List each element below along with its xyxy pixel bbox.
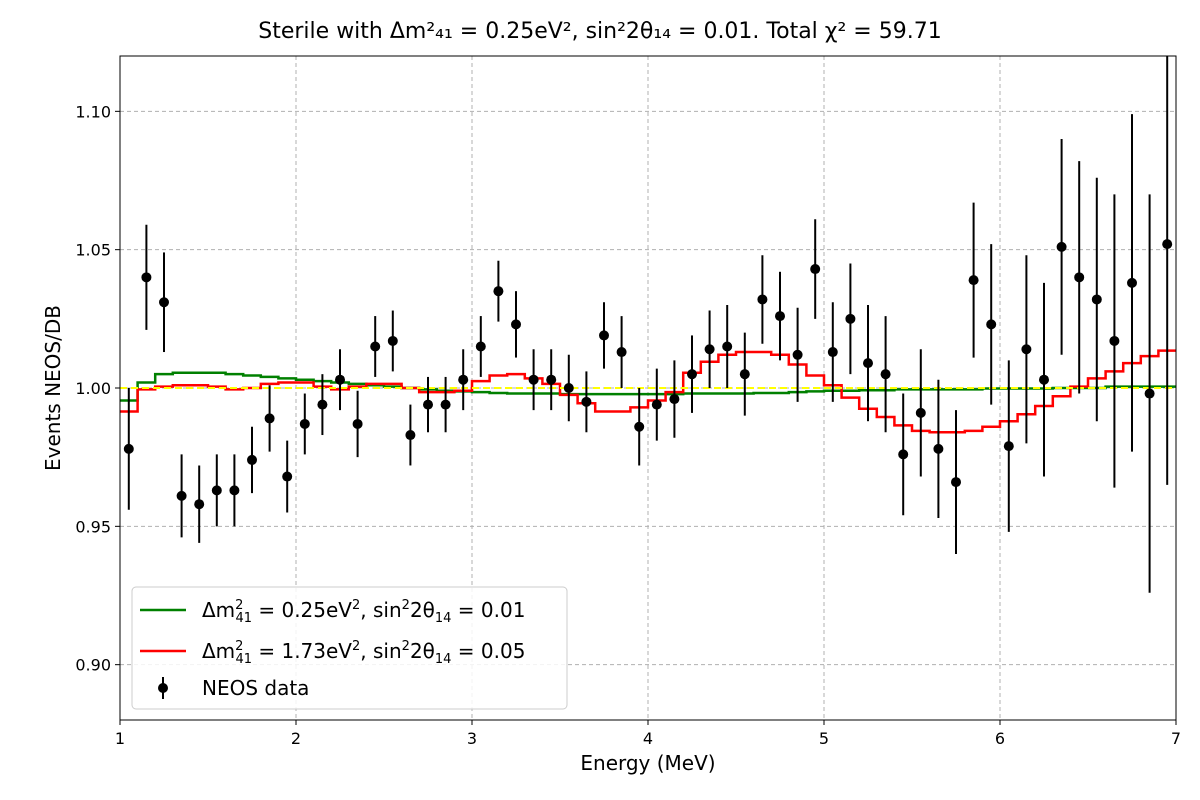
data-point: [194, 499, 205, 510]
x-tick-label: 3: [467, 729, 477, 748]
data-point: [299, 418, 310, 429]
legend-box: [131, 586, 568, 710]
x-tick-label: 7: [1171, 729, 1181, 748]
data-point: [475, 341, 486, 352]
data-point: [951, 477, 961, 488]
data-point: [739, 369, 750, 380]
data-point: [810, 264, 821, 275]
data-point: [581, 396, 592, 407]
data-point: [317, 399, 328, 410]
data-point: [863, 358, 873, 369]
data-point: [651, 399, 662, 410]
axis-ticks: 1 2 3 4 5 6 7 0.90 0.95 1.00 1.05 1.10: [75, 102, 1181, 748]
legend-swatch-data-marker: [158, 683, 168, 693]
data-point: [1162, 239, 1173, 250]
data-point: [669, 394, 680, 405]
data-point: [1021, 344, 1032, 355]
y-tick-label: 0.95: [75, 517, 111, 536]
x-tick-label: 2: [291, 729, 301, 748]
data-point: [775, 311, 785, 322]
data-point: [264, 413, 275, 424]
y-tick-label: 1.10: [75, 102, 111, 121]
data-point: [511, 319, 521, 330]
chart-title: Sterile with Δm²₄₁ = 0.25eV², sin²2θ₁₄ =…: [258, 19, 941, 44]
data-point: [423, 399, 433, 410]
data-point: [546, 374, 557, 385]
data-point: [370, 341, 381, 352]
legend-label-green: Δm2 41 = 0.25eV2, sin22θ14 = 0.01: [202, 598, 525, 626]
data-point: [616, 347, 627, 358]
x-tick-label: 5: [819, 729, 829, 748]
x-tick-label: 4: [643, 729, 653, 748]
data-point: [493, 286, 504, 297]
legend: Δm2 41 = 0.25eV2, sin22θ14 = 0.01 Δm2 41 =…: [131, 586, 568, 710]
legend-label-red: Δm2 41 = 1.73eV2, sin22θ14 = 0.05: [202, 639, 525, 667]
data-point: [159, 297, 169, 308]
data-point: [1109, 335, 1120, 346]
data-point: [440, 399, 451, 410]
data-point: [1039, 374, 1049, 385]
data-point: [247, 454, 257, 465]
data-point: [792, 349, 803, 360]
data-point: [1003, 441, 1014, 452]
data-point: [898, 449, 909, 460]
data-point: [968, 275, 979, 286]
data-point: [1127, 277, 1137, 288]
series-line-1: [120, 349, 1176, 434]
data-point: [458, 374, 469, 385]
data-point: [352, 418, 363, 429]
data-point: [1074, 272, 1085, 283]
data-point: [704, 344, 715, 355]
data-point: [528, 374, 539, 385]
y-axis-label: Events NEOS/DB: [41, 305, 65, 471]
legend-label-data: NEOS data: [202, 676, 309, 700]
series-layer: [120, 349, 1176, 434]
data-point: [845, 313, 856, 324]
data-point: [405, 430, 416, 441]
data-points-layer: [123, 56, 1173, 593]
data-point: [757, 294, 768, 305]
y-tick-label: 0.90: [75, 656, 111, 675]
y-tick-label: 1.00: [75, 379, 111, 398]
data-point: [282, 471, 293, 482]
data-point: [176, 490, 187, 501]
x-tick-label: 6: [995, 729, 1005, 748]
data-point: [687, 369, 697, 380]
data-point: [123, 443, 134, 454]
data-point: [141, 272, 152, 283]
data-point: [933, 443, 944, 454]
data-point: [722, 341, 733, 352]
data-point: [335, 374, 345, 385]
data-point: [387, 335, 398, 346]
x-axis-label: Energy (MeV): [580, 751, 715, 775]
x-tick-label: 1: [115, 729, 125, 748]
data-point: [599, 330, 609, 341]
data-point: [880, 369, 891, 380]
data-point: [563, 383, 574, 393]
data-point: [1056, 241, 1067, 252]
data-point: [1091, 294, 1102, 305]
data-point: [986, 319, 997, 330]
data-point: [827, 347, 838, 358]
data-point: [915, 407, 926, 418]
data-point: [211, 485, 222, 496]
data-point: [1144, 388, 1155, 399]
data-point: [229, 485, 240, 496]
data-point: [634, 421, 645, 432]
y-tick-label: 1.05: [75, 241, 111, 260]
